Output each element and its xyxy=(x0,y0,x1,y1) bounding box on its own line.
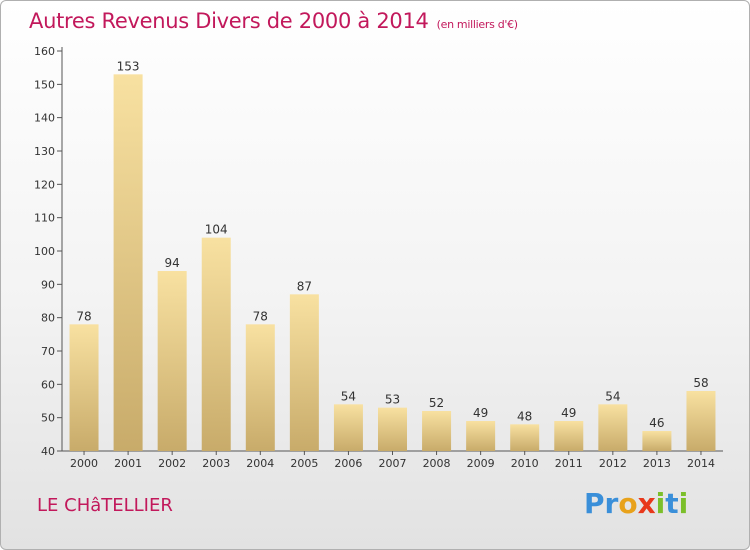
data-label: 49 xyxy=(561,406,576,420)
bar xyxy=(466,421,496,451)
title-text: Autres Revenus Divers de 2000 à 2014 xyxy=(29,9,429,33)
bar xyxy=(69,324,99,451)
x-tick-label: 2011 xyxy=(555,457,583,470)
x-tick-label: 2001 xyxy=(114,457,142,470)
bar xyxy=(378,407,407,451)
x-tick-label: 2007 xyxy=(379,457,407,470)
data-label: 78 xyxy=(76,309,91,323)
x-tick-label: 2005 xyxy=(290,457,318,470)
x-tick-label: 2013 xyxy=(643,457,671,470)
data-label: 78 xyxy=(253,309,268,323)
logo-letter: i xyxy=(678,487,689,520)
data-label: 153 xyxy=(117,59,140,73)
x-tick-label: 2004 xyxy=(246,457,274,470)
data-label: 48 xyxy=(517,409,532,423)
x-tick-label: 2006 xyxy=(334,457,362,470)
x-tick-label: 2000 xyxy=(70,457,98,470)
logo-letter: t xyxy=(665,487,679,520)
y-tick-label: 50 xyxy=(41,412,55,425)
bar xyxy=(201,237,231,451)
data-label: 94 xyxy=(165,256,180,270)
x-tick-label: 2014 xyxy=(687,457,715,470)
bar xyxy=(245,324,275,451)
bar xyxy=(598,404,628,451)
logo-letter: i xyxy=(655,487,666,520)
bar xyxy=(686,391,716,451)
data-label: 46 xyxy=(649,416,664,430)
y-tick-label: 110 xyxy=(34,212,55,225)
x-tick-label: 2010 xyxy=(511,457,539,470)
y-tick-label: 120 xyxy=(34,178,55,191)
y-tick-label: 100 xyxy=(34,245,55,258)
place-name: LE CHâTELLIER xyxy=(37,495,173,516)
logo-letter: o xyxy=(618,487,638,520)
data-label: 52 xyxy=(429,396,444,410)
title-unit: (en milliers d'€) xyxy=(436,18,518,31)
y-tick-label: 150 xyxy=(34,78,55,91)
bar xyxy=(510,424,540,451)
x-tick-label: 2012 xyxy=(599,457,627,470)
bar xyxy=(113,74,143,451)
y-tick-label: 140 xyxy=(34,112,55,125)
data-label: 49 xyxy=(473,406,488,420)
y-tick-label: 130 xyxy=(34,145,55,158)
bar xyxy=(554,421,584,451)
data-label: 54 xyxy=(341,389,356,403)
data-label: 53 xyxy=(385,393,400,407)
bar xyxy=(157,271,187,451)
logo-letter: x xyxy=(637,487,656,520)
y-tick-label: 80 xyxy=(41,312,55,325)
y-tick-label: 40 xyxy=(41,445,55,458)
chart-title: Autres Revenus Divers de 2000 à 2014 (en … xyxy=(29,9,518,33)
bar xyxy=(333,404,363,451)
bar xyxy=(289,294,319,451)
y-tick-label: 160 xyxy=(34,45,55,58)
x-tick-label: 2002 xyxy=(158,457,186,470)
x-tick-label: 2003 xyxy=(202,457,230,470)
data-label: 104 xyxy=(205,223,228,237)
data-label: 58 xyxy=(693,376,708,390)
y-tick-label: 90 xyxy=(41,278,55,291)
data-label: 87 xyxy=(297,279,312,293)
data-label: 54 xyxy=(605,389,620,403)
y-tick-label: 60 xyxy=(41,378,55,391)
x-tick-label: 2008 xyxy=(423,457,451,470)
bar xyxy=(422,411,452,451)
x-tick-label: 2009 xyxy=(467,457,495,470)
y-tick-label: 70 xyxy=(41,345,55,358)
bar xyxy=(642,431,672,451)
logo-letter: P xyxy=(584,487,605,520)
proxiti-logo: Proxiti xyxy=(584,487,688,520)
logo-letter: r xyxy=(604,487,619,520)
